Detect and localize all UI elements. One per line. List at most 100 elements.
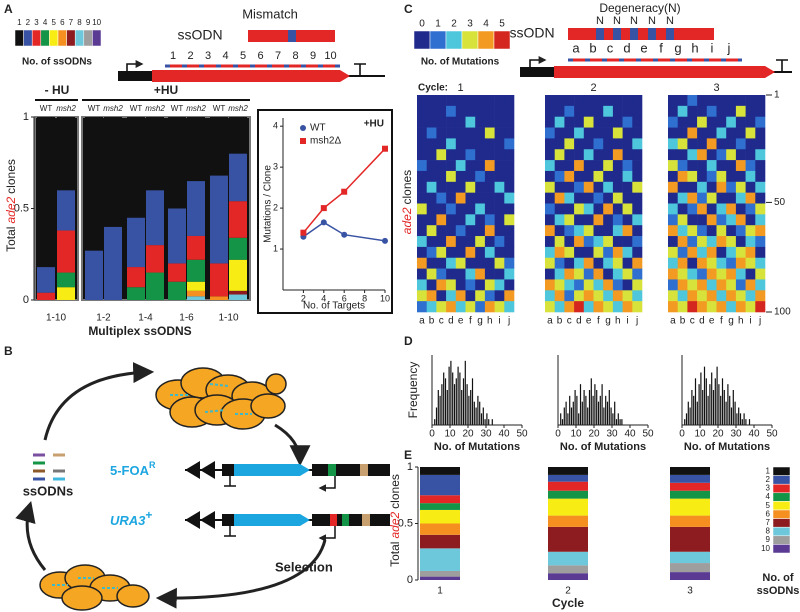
heat-cell xyxy=(574,170,585,183)
heat-cell xyxy=(446,236,457,248)
heat-cell xyxy=(475,301,486,313)
heat-cell xyxy=(706,170,717,183)
site-letter: g xyxy=(674,40,681,55)
terminator xyxy=(354,63,366,76)
heat-cell xyxy=(574,236,585,248)
y-tick-label: 1 xyxy=(23,111,29,123)
histogram-bar xyxy=(736,413,738,425)
heat-cell xyxy=(735,149,746,161)
y-tick-label: 100 xyxy=(774,307,791,318)
heat-cell xyxy=(745,138,756,150)
heat-cell xyxy=(677,149,688,161)
bar-segment xyxy=(229,117,247,154)
heat-cell xyxy=(745,279,756,291)
histogram-bar xyxy=(585,395,587,425)
heat-cell xyxy=(612,95,623,107)
heat-cell xyxy=(554,203,565,215)
histogram-bar xyxy=(711,372,713,425)
heat-cell xyxy=(716,192,727,204)
heat-cell xyxy=(455,203,466,215)
bar-segment xyxy=(229,201,247,238)
heat-cell xyxy=(745,268,756,280)
x-tick-label: 50 xyxy=(766,429,778,440)
legend-label: 3 xyxy=(766,484,771,493)
histogram-bar xyxy=(608,390,610,425)
legend-label: 4 xyxy=(766,492,771,501)
histogram-bar xyxy=(459,372,461,425)
x-tick-label: h xyxy=(615,316,621,327)
heat-cell xyxy=(455,290,466,302)
heat-cell xyxy=(583,268,594,280)
heat-cell xyxy=(465,225,476,237)
bar-segment xyxy=(37,292,55,300)
heat-cell xyxy=(632,170,643,183)
heat-cell xyxy=(475,116,486,128)
heat-cell xyxy=(475,160,486,172)
cycle-arrow xyxy=(155,539,327,609)
degenerate-mark: N xyxy=(648,15,656,27)
heat-cell xyxy=(545,138,555,150)
histogram-bar xyxy=(745,419,747,425)
x-tick-label: c xyxy=(439,316,444,327)
heat-cell xyxy=(726,301,737,313)
heat-cell xyxy=(475,268,486,280)
heat-cell xyxy=(504,225,515,237)
cycle-number: 2 xyxy=(590,82,596,94)
heat-cell xyxy=(574,203,585,215)
x-tick-label: 50 xyxy=(516,429,528,440)
legend-swatch xyxy=(40,29,50,47)
histogram-bar xyxy=(479,401,481,425)
heat-cell xyxy=(726,160,737,172)
point xyxy=(300,229,307,236)
heat-cell xyxy=(755,279,766,291)
histogram-bar xyxy=(565,401,567,425)
heat-cell xyxy=(436,105,447,117)
heat-cell xyxy=(622,203,633,215)
heat-cell xyxy=(603,225,614,237)
heat-cell xyxy=(455,149,466,161)
heat-cell xyxy=(574,268,585,280)
bar-segment xyxy=(670,551,710,564)
promoter xyxy=(520,67,554,77)
x-tick-label: 8 xyxy=(362,293,367,303)
heat-cell xyxy=(668,257,678,269)
bar-segment xyxy=(168,281,186,300)
heat-cell xyxy=(494,192,505,204)
heat-cell xyxy=(545,192,555,204)
bar-segment xyxy=(146,272,164,300)
heat-cell xyxy=(697,127,708,139)
bar-segment xyxy=(168,208,186,264)
histogram-bar xyxy=(475,407,477,425)
histogram-bar xyxy=(452,372,454,425)
gene-arrow xyxy=(554,66,775,78)
heat-cell xyxy=(726,268,737,280)
heat-cell xyxy=(716,225,727,237)
bar-segment xyxy=(146,117,164,191)
point xyxy=(320,219,327,226)
heat-cell xyxy=(583,301,594,313)
heat-cell xyxy=(735,301,746,313)
heat-cell xyxy=(612,290,623,302)
legend-label: 10 xyxy=(761,544,770,553)
histogram-bar xyxy=(466,384,468,425)
heat-cell xyxy=(593,225,604,237)
construct-title: Degeneracy(N) xyxy=(599,1,680,15)
histogram-bar xyxy=(605,395,607,425)
x-tick-label: WT xyxy=(171,104,184,113)
heat-cell xyxy=(574,149,585,161)
heat-cell xyxy=(554,160,565,172)
heat-cell xyxy=(612,236,623,248)
heat-cell xyxy=(603,192,614,204)
histogram-bar xyxy=(739,413,742,425)
heat-cell xyxy=(745,149,756,161)
heat-cell xyxy=(755,105,766,117)
y-axis-label: Frequency xyxy=(406,362,420,419)
heat-cell xyxy=(687,95,698,107)
histogram-bar xyxy=(470,390,472,425)
histogram-bar xyxy=(723,390,725,425)
legend-label: 0 xyxy=(419,19,425,30)
histogram-bar xyxy=(443,372,445,425)
x-tick-label: WT xyxy=(130,104,143,113)
heat-cell xyxy=(697,160,708,172)
heat-cell xyxy=(554,246,565,259)
